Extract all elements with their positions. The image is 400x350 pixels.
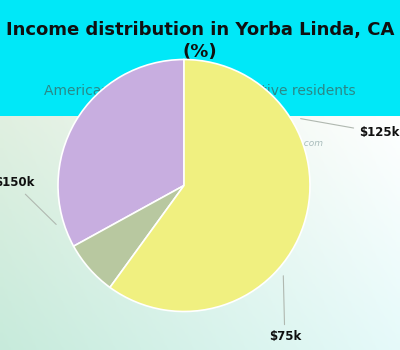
- Wedge shape: [74, 186, 184, 287]
- Text: American Indian and Alaska Native residents: American Indian and Alaska Native reside…: [44, 84, 356, 98]
- Text: $125k: $125k: [301, 119, 400, 139]
- Text: $150k: $150k: [0, 176, 56, 224]
- Wedge shape: [58, 60, 184, 246]
- Wedge shape: [110, 60, 310, 312]
- Text: Income distribution in Yorba Linda, CA
(%): Income distribution in Yorba Linda, CA (…: [6, 21, 394, 61]
- Text: $75k: $75k: [269, 276, 301, 343]
- Text: City-Data.com: City-Data.com: [260, 139, 324, 148]
